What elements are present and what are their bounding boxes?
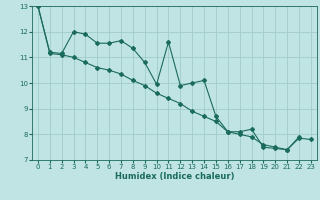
X-axis label: Humidex (Indice chaleur): Humidex (Indice chaleur) — [115, 172, 234, 181]
